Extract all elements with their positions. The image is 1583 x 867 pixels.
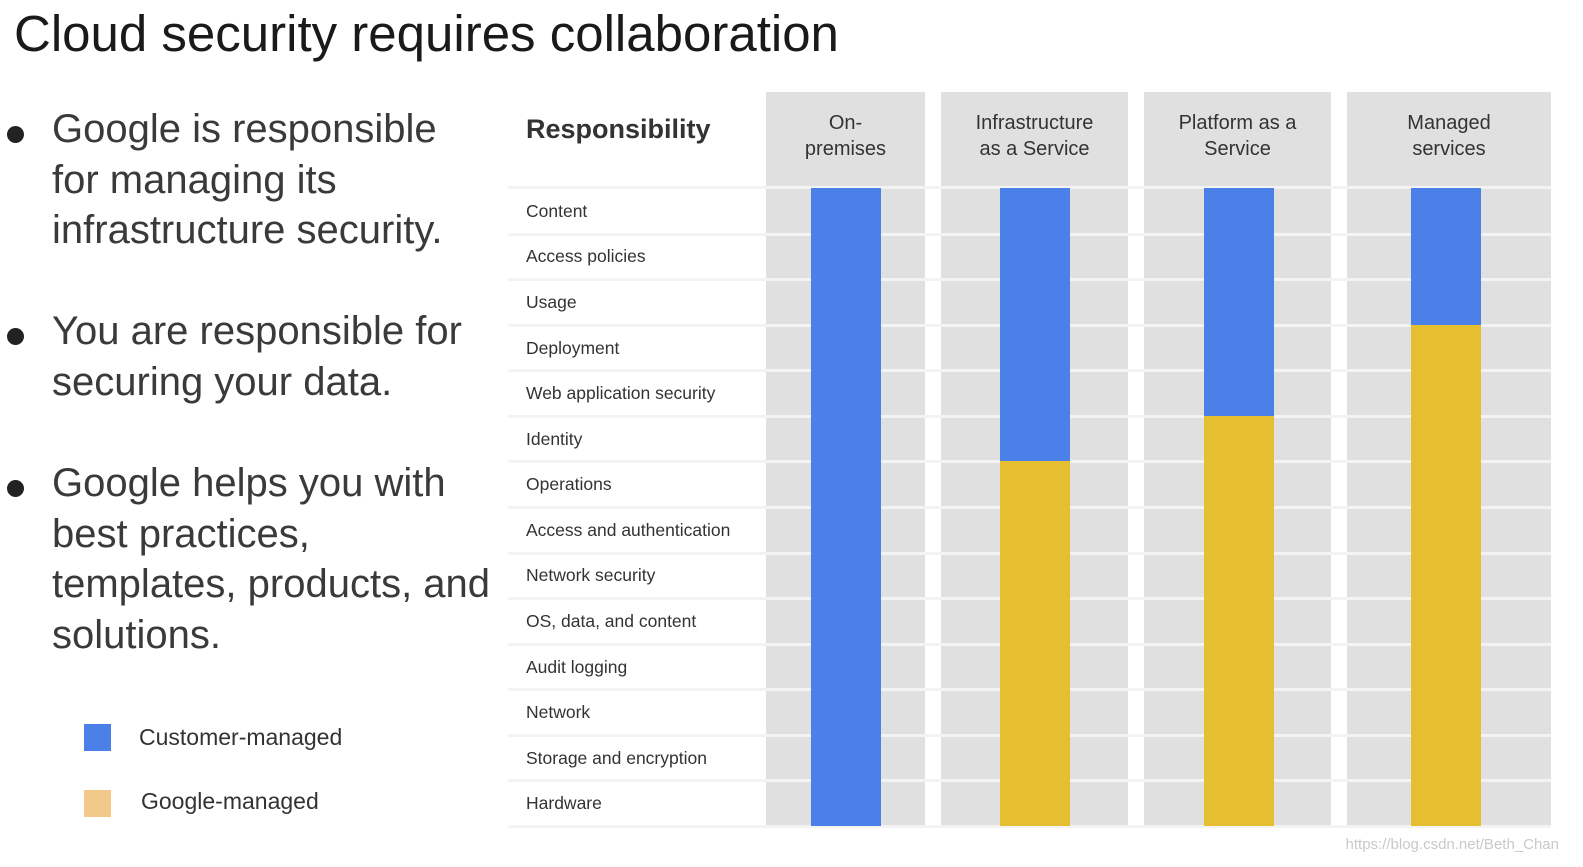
- bar-google-managed-paas: [1204, 415, 1274, 826]
- row-label: Operations: [526, 474, 612, 495]
- row-label: Content: [526, 200, 588, 221]
- column-header-paas: Platform as a Service: [1144, 110, 1331, 162]
- row-label: Access policies: [526, 246, 646, 267]
- column-header-line: Managed: [1407, 112, 1491, 134]
- responsibility-header: Responsibility: [526, 114, 711, 144]
- column-header-line: Service: [1204, 138, 1271, 160]
- row-label: Usage: [526, 291, 577, 312]
- bullet-text: Google helps you with best practices, te…: [52, 461, 491, 657]
- bar-customer-managed-on-premises: [811, 188, 881, 826]
- legend-label-customer: Customer-managed: [139, 724, 343, 750]
- bullet-text: You are responsible for securing your da…: [52, 309, 462, 404]
- watermark: https://blog.csdn.net/Beth_Chan: [1345, 836, 1559, 853]
- legend-label-google: Google-managed: [141, 788, 319, 814]
- column-header-line: On-: [828, 112, 863, 134]
- bar-customer-managed-managed: [1411, 188, 1481, 325]
- row-label: Identity: [526, 428, 583, 449]
- bullet-item: Google is responsible for managing its i…: [0, 104, 490, 264]
- row-label: OS, data, and content: [526, 610, 697, 631]
- bullet-item: Google helps you with best practices, te…: [0, 458, 490, 668]
- row-label: Access and authentication: [526, 519, 731, 540]
- row-label: Web application security: [526, 383, 716, 404]
- column-header-iaas: Infrastructure as a Service: [941, 110, 1128, 162]
- row-separator: [508, 186, 1551, 189]
- column-header-line: premises: [804, 138, 887, 160]
- column-header-managed: Managed services: [1347, 110, 1551, 162]
- bullet-dot-icon: [7, 328, 24, 345]
- column-header-line: Infrastructure: [975, 112, 1094, 134]
- row-label: Network: [526, 702, 591, 723]
- column-header-line: as a Service: [979, 138, 1090, 160]
- column-header-on-premises: On- premises: [766, 110, 925, 162]
- row-label: Storage and encryption: [526, 747, 707, 768]
- bullet-dot-icon: [7, 480, 24, 497]
- slide-title: Cloud security requires collaboration: [14, 5, 839, 62]
- row-label: Audit logging: [526, 656, 628, 677]
- bar-customer-managed-iaas: [1000, 188, 1070, 462]
- row-label: Network security: [526, 565, 656, 586]
- bar-google-managed-managed: [1411, 324, 1481, 826]
- row-label: Hardware: [526, 793, 602, 814]
- column-header-line: services: [1412, 138, 1486, 160]
- row-separator: [508, 825, 1551, 828]
- bullet-dot-icon: [7, 126, 24, 143]
- legend-swatch-google: [84, 790, 111, 817]
- bar-google-managed-iaas: [1000, 461, 1070, 826]
- column-header-line: Platform as a: [1178, 112, 1297, 134]
- row-label: Deployment: [526, 337, 620, 358]
- bullet-item: You are responsible for securing your da…: [0, 306, 490, 416]
- bullet-text: Google is responsible for managing its i…: [52, 107, 443, 252]
- bar-customer-managed-paas: [1204, 188, 1274, 416]
- legend-swatch-customer: [84, 724, 111, 751]
